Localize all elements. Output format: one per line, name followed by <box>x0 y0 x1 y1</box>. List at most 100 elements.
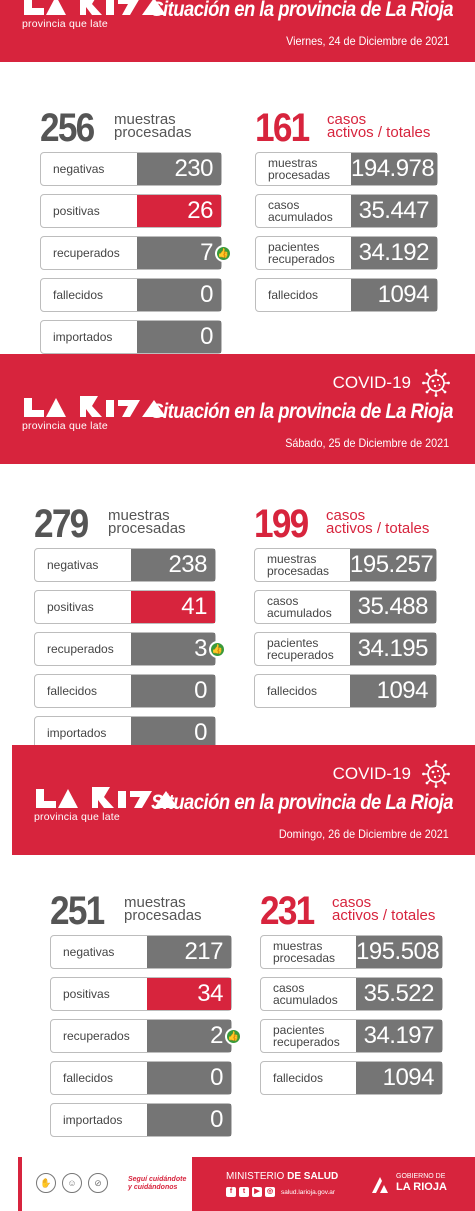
stat-value: 34 <box>147 978 231 1010</box>
total-label-line1: muestras <box>268 156 318 170</box>
stat-label: importados <box>53 330 113 344</box>
brand-tagline: provincia que late <box>22 420 108 432</box>
stat-row-fallecidos: fallecidos 0 <box>34 674 216 708</box>
total-label: muestras procesadas <box>267 553 329 585</box>
total-value: 34.192 <box>351 237 437 269</box>
la-rioja-logo: provincia que late <box>34 783 204 823</box>
stat-label: fallecidos <box>63 1071 114 1085</box>
stat-label: positivas <box>53 204 100 218</box>
muestras-panel: 251 muestras procesadas negativas 217 posi… <box>50 890 242 1145</box>
banner-date: Domingo, 26 de Diciembre de 2021 <box>279 827 449 841</box>
total-row-procesadas: muestras procesadas 194.978 <box>255 152 438 186</box>
casos-header: 161 casos activos / totales <box>255 107 438 152</box>
stat-value: 7 <box>137 237 221 269</box>
casos-panel: 199 casos activos / totales muestras proc… <box>254 503 437 716</box>
casos-label-line2: activos / totales <box>326 520 430 537</box>
total-row-acumulados: casos acumulados 35.488 <box>254 590 437 624</box>
covid-label-group: COVID-19 <box>333 368 451 398</box>
banner-title: Situación en la provincia de La Rioja <box>151 400 453 423</box>
total-label: fallecidos <box>273 1062 323 1094</box>
total-value: 195.257 <box>350 549 436 581</box>
banner-title: Situación en la provincia de La Rioja <box>151 791 453 814</box>
stat-row-recuperados: recuperados 7 👍 <box>40 236 232 270</box>
total-value: 35.522 <box>356 978 442 1010</box>
stat-label: negativas <box>53 162 105 176</box>
casos-label-line1: casos <box>327 111 367 128</box>
stat-value: 0 <box>137 279 221 311</box>
header-banner: provincia que late COVID-19 <box>0 354 475 464</box>
total-label-line1: casos <box>273 981 305 995</box>
total-label-line2: recuperados <box>267 648 334 662</box>
covid-label-group: COVID-19 <box>333 759 451 789</box>
total-label: casos acumulados <box>273 982 338 1014</box>
banner-title: Situación en la provincia de La Rioja <box>151 0 453 21</box>
virus-icon <box>422 760 450 788</box>
total-label-line1: muestras <box>273 939 323 953</box>
casos-panel: 231 casos activos / totales muestras proc… <box>260 890 443 1103</box>
casos-total: 231 <box>260 889 315 933</box>
total-label: muestras procesadas <box>273 940 335 972</box>
total-label-line1: fallecidos <box>267 684 318 698</box>
covid-label: COVID-19 <box>332 764 411 783</box>
stat-label: importados <box>63 1113 123 1127</box>
stat-label: positivas <box>63 987 110 1001</box>
footer-campaign: ✋ ☺ ⊘ Seguí cuidándote y cuidándonos <box>18 1157 190 1211</box>
stat-value: 3 <box>131 633 215 665</box>
stat-row-positivas: positivas 41 <box>34 590 216 624</box>
youtube-icon[interactable]: ▶ <box>252 1187 262 1197</box>
total-value: 195.508 <box>356 936 442 968</box>
stat-label: fallecidos <box>47 684 98 698</box>
total-value: 194.978 <box>351 153 437 185</box>
thumbs-up-icon: 👍 <box>215 245 232 262</box>
total-row-fallecidos: fallecidos 1094 <box>254 674 437 708</box>
muestras-label-line2: procesadas <box>114 124 192 141</box>
stat-row-importados: importados 0 <box>40 320 222 354</box>
casos-label: casos activos / totales <box>327 111 431 141</box>
total-label: casos acumulados <box>267 595 332 627</box>
facebook-icon[interactable]: f <box>226 1187 236 1197</box>
casos-label: casos activos / totales <box>326 507 430 537</box>
casos-total: 199 <box>254 502 309 546</box>
total-label: fallecidos <box>268 279 318 311</box>
total-label-line2: recuperados <box>268 252 335 266</box>
brand-tagline: provincia que late <box>34 811 120 823</box>
muestras-label-line1: muestras <box>124 894 186 911</box>
casos-label-line2: activos / totales <box>332 907 436 924</box>
muestras-label: muestras procesadas <box>124 894 202 923</box>
muestras-panel: 279 muestras procesadas negativas 238 posi… <box>34 503 226 758</box>
total-row-procesadas: muestras procesadas 195.508 <box>260 935 443 969</box>
casos-panel: 161 casos activos / totales muestras proc… <box>255 107 438 320</box>
total-label-line2: procesadas <box>273 951 336 965</box>
total-label-line2: procesadas <box>268 168 331 182</box>
instagram-icon[interactable]: ◎ <box>265 1187 275 1197</box>
casos-label-line2: activos / totales <box>327 124 431 141</box>
stat-row-recuperados: recuperados 2 👍 <box>50 1019 242 1053</box>
no-gathering-icon: ⊘ <box>88 1173 108 1193</box>
stat-value: 0 <box>147 1104 231 1136</box>
stat-label: recuperados <box>63 1029 130 1043</box>
casos-label-line1: casos <box>326 507 366 524</box>
stat-label: recuperados <box>47 642 114 656</box>
stat-value: 0 <box>147 1062 231 1094</box>
total-value: 34.197 <box>356 1020 442 1052</box>
stat-value: 0 <box>137 321 221 353</box>
banner-date: Viernes, 24 de Diciembre de 2021 <box>285 34 449 48</box>
total-label: pacientes recuperados <box>267 637 334 669</box>
footer: ✋ ☺ ⊘ Seguí cuidándote y cuidándonos MIN… <box>18 1157 475 1211</box>
muestras-header: 251 muestras procesadas <box>50 890 232 935</box>
total-value: 1094 <box>350 675 436 707</box>
website-link[interactable]: salud.larioja.gov.ar <box>281 1188 336 1196</box>
stat-label: positivas <box>47 600 94 614</box>
twitter-icon[interactable]: t <box>239 1187 249 1197</box>
stat-label: negativas <box>63 945 115 959</box>
prevention-icons: ✋ ☺ ⊘ <box>36 1173 108 1193</box>
total-label-line1: muestras <box>267 552 317 566</box>
gobierno-logo-icon <box>372 1177 388 1193</box>
stat-value: 238 <box>131 549 215 581</box>
total-label-line1: pacientes <box>267 636 319 650</box>
muestras-header: 279 muestras procesadas <box>34 503 216 548</box>
stat-value: 0 <box>131 675 215 707</box>
stat-value: 26 <box>137 195 221 227</box>
header-banner: provincia que late COVID-19 <box>0 0 475 62</box>
total-row-acumulados: casos acumulados 35.447 <box>255 194 438 228</box>
